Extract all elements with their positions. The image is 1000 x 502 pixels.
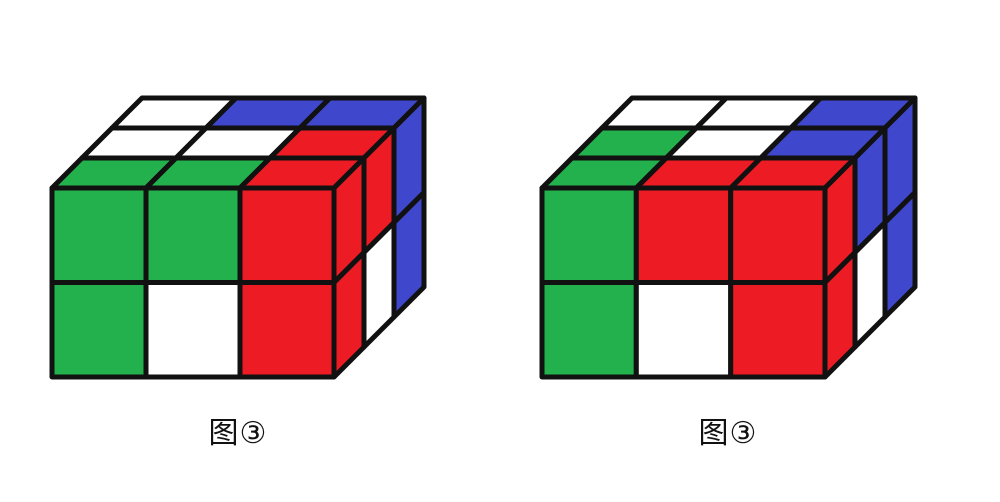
front-face-sticker [633,185,734,285]
front-face-sticker [633,280,734,380]
front-face-sticker [728,280,828,380]
front-face-sticker [143,185,243,285]
front-face-sticker [539,280,639,380]
front-face-sticker [539,185,639,285]
front-face-sticker [143,280,243,380]
front-face-sticker [237,185,337,285]
cube-figure-1 [49,95,427,380]
front-face-sticker [728,185,828,285]
right-face-sticker [882,190,918,320]
cube-figure-2 [539,95,918,380]
front-face-sticker [237,280,337,380]
right-face-sticker [391,190,427,320]
front-face-sticker [49,185,149,285]
figure-caption-1: 图③ [208,416,268,451]
figure-caption-2: 图③ [698,416,758,451]
front-face-sticker [49,280,149,380]
